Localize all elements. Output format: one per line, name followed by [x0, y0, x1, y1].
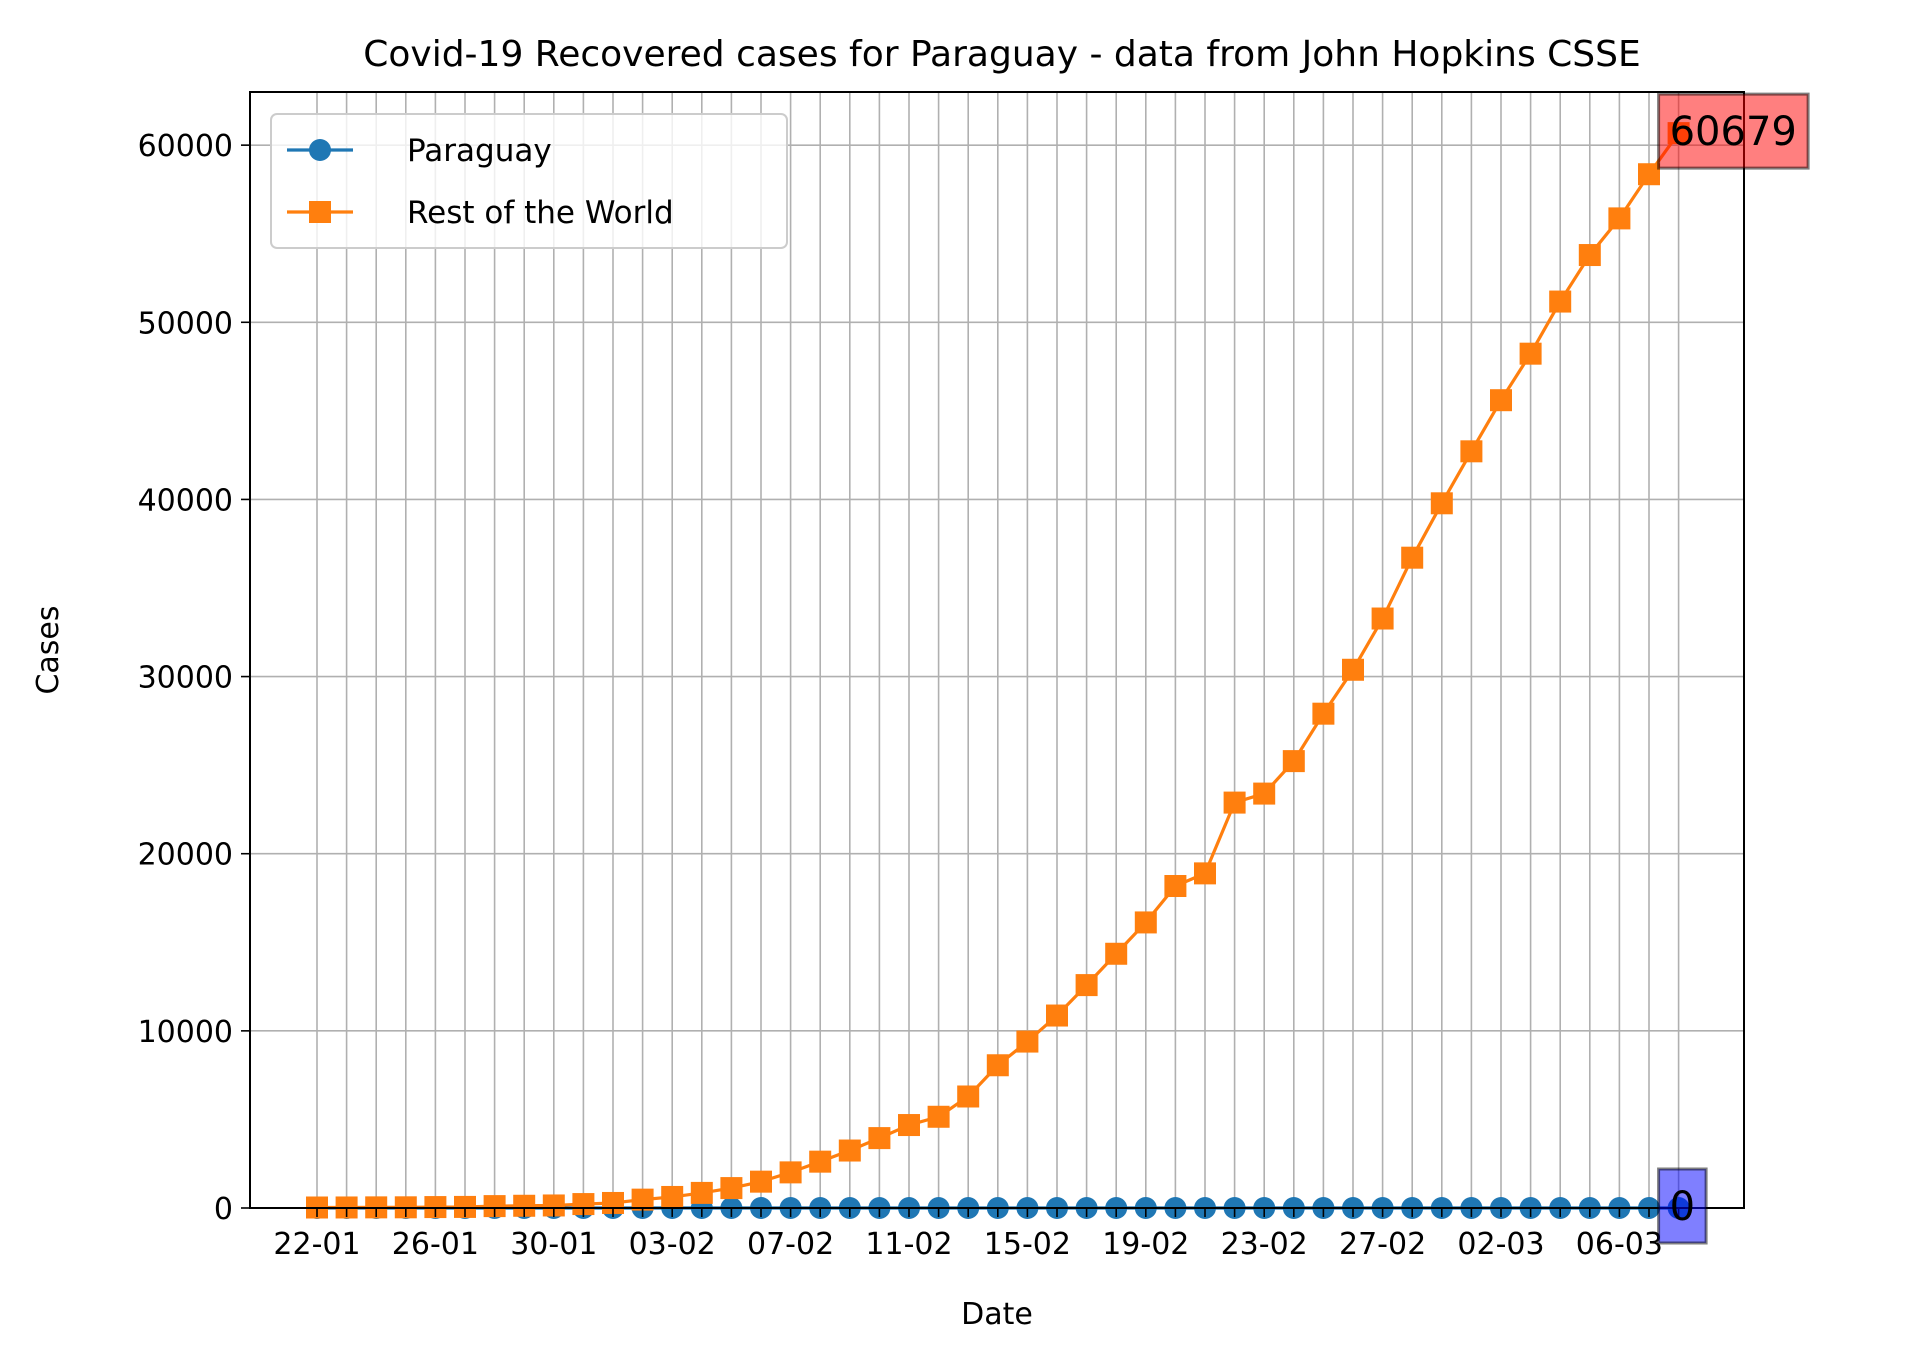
legend: Paraguay Rest of the World — [270, 113, 788, 249]
x-tick-label: 07-02 — [747, 1227, 834, 1262]
data-point — [809, 1150, 832, 1173]
data-point — [1401, 546, 1424, 569]
legend-marker — [309, 139, 331, 161]
x-tick-label: 19-02 — [1102, 1227, 1189, 1262]
annotation-box — [1657, 1167, 1708, 1245]
data-point — [1223, 791, 1246, 814]
data-point — [1430, 492, 1453, 515]
data-point — [513, 1194, 536, 1217]
data-point — [1490, 389, 1512, 412]
annotation-label: 60679 — [1670, 109, 1797, 155]
data-point — [868, 1127, 891, 1150]
data-point — [1312, 702, 1335, 725]
x-tick-label: 03-02 — [629, 1227, 716, 1262]
data-point — [1460, 440, 1483, 463]
data-point — [1638, 163, 1660, 186]
data-point — [957, 1085, 980, 1108]
data-point — [1578, 244, 1601, 267]
x-axis-label: Date — [961, 1297, 1033, 1332]
legend-entry: Paraguay — [287, 133, 552, 169]
data-point — [454, 1195, 476, 1218]
data-point — [1371, 607, 1394, 630]
data-point — [631, 1188, 654, 1211]
data-point — [1519, 342, 1542, 365]
data-point — [838, 1139, 861, 1162]
data-point — [1549, 290, 1572, 313]
data-point — [1194, 862, 1216, 885]
legend-box — [270, 113, 788, 249]
y-tick-label: 10000 — [138, 1015, 233, 1050]
legend-entry: Rest of the World — [287, 195, 674, 231]
y-tick-label: 40000 — [138, 483, 233, 518]
annotations: 60679 0 — [1657, 92, 1810, 1245]
annotation-box — [1657, 92, 1810, 170]
data-point — [1282, 750, 1305, 773]
data-point — [542, 1194, 565, 1217]
data-point — [1046, 1004, 1068, 1027]
data-point — [1016, 1030, 1039, 1053]
data-point — [690, 1181, 713, 1204]
x-tick-label: 26-01 — [392, 1227, 479, 1262]
y-axis-label: Cases — [31, 605, 66, 694]
data-point — [986, 1054, 1009, 1077]
x-tick-label: 11-02 — [865, 1227, 952, 1262]
data-point — [1134, 911, 1157, 934]
data-point — [483, 1195, 506, 1218]
x-tick-label: 02-03 — [1457, 1227, 1544, 1262]
data-point — [898, 1114, 920, 1137]
x-tick-label: 22-01 — [273, 1227, 360, 1262]
x-tick-label: 23-02 — [1221, 1227, 1308, 1262]
x-tick-label: 27-02 — [1339, 1227, 1426, 1262]
chart-title: Covid-19 Recovered cases for Paraguay - … — [363, 34, 1641, 75]
annotation: 0 — [1657, 1167, 1708, 1245]
y-tick-label: 60000 — [138, 129, 233, 164]
annotation-label: 0 — [1670, 1184, 1695, 1230]
legend-marker — [309, 201, 331, 223]
legend-label: Paraguay — [407, 133, 552, 169]
y-tick-label: 50000 — [138, 306, 233, 341]
data-point — [750, 1170, 772, 1193]
x-tick-label: 15-02 — [984, 1227, 1071, 1262]
data-point — [1164, 875, 1187, 898]
data-point — [927, 1105, 950, 1128]
data-point — [1342, 658, 1364, 681]
x-tick-label: 30-01 — [510, 1227, 597, 1262]
data-point — [572, 1193, 595, 1216]
x-tick-label: 06-03 — [1576, 1227, 1663, 1262]
legend-label: Rest of the World — [407, 195, 674, 231]
data-point — [1253, 782, 1276, 805]
y-tick-label: 20000 — [138, 838, 233, 873]
y-tick-label: 0 — [214, 1192, 233, 1227]
data-point — [661, 1185, 684, 1208]
data-point — [720, 1177, 743, 1200]
data-point — [1075, 974, 1098, 997]
annotation: 60679 — [1657, 92, 1810, 170]
y-axis: 0 10000 20000 30000 40000 50000 60000 — [138, 129, 250, 1227]
data-point — [1608, 207, 1631, 230]
data-point — [1105, 942, 1128, 965]
y-tick-label: 30000 — [138, 661, 233, 696]
data-point — [779, 1161, 802, 1184]
x-axis: 22-01 26-01 30-01 03-02 07-02 11-02 15-02 19-02… — [273, 1208, 1680, 1262]
